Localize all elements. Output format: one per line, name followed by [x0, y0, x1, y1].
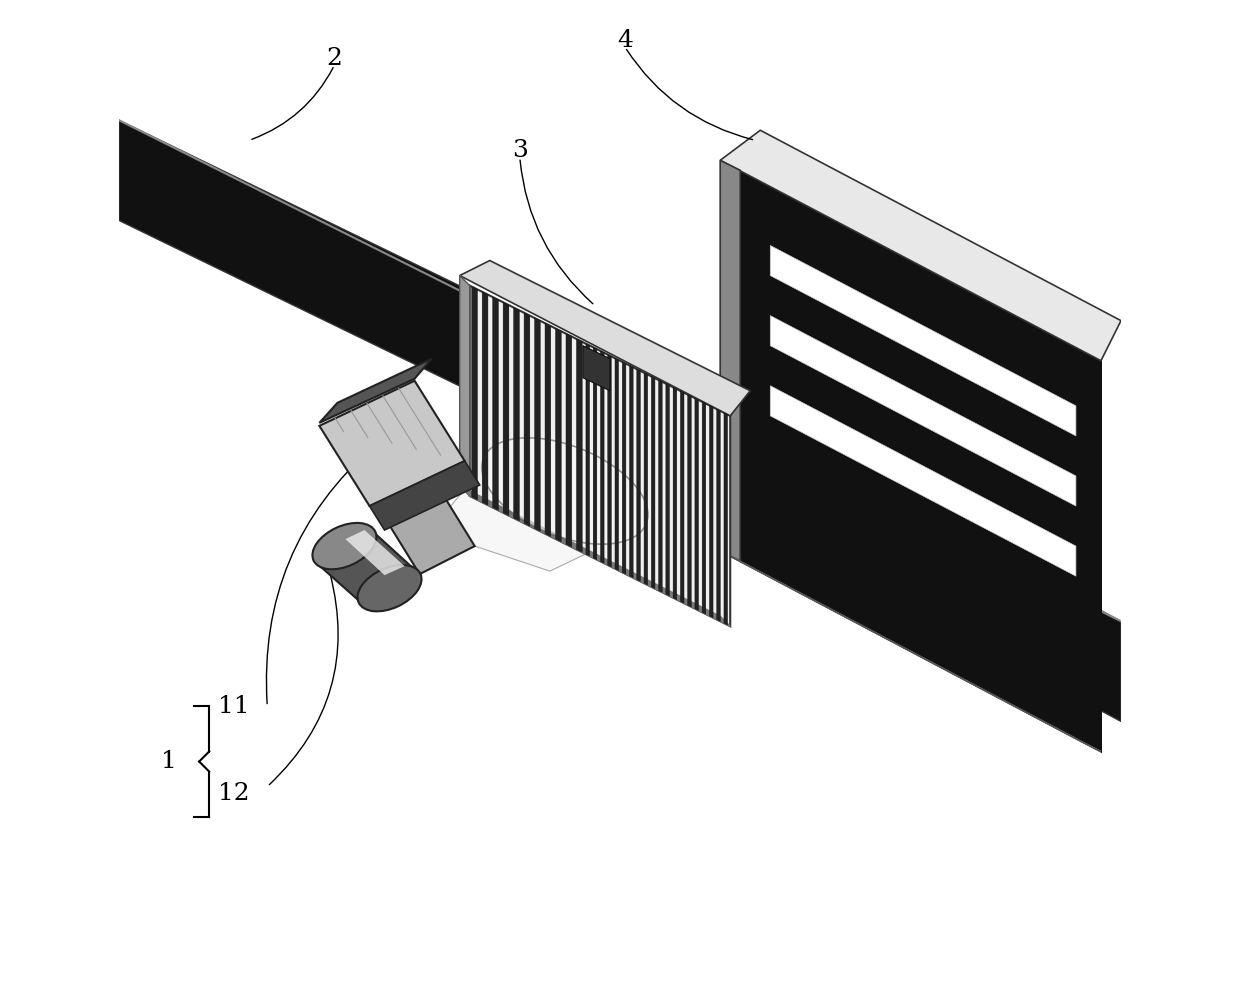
- Polygon shape: [622, 362, 626, 574]
- Polygon shape: [694, 398, 698, 610]
- Polygon shape: [470, 286, 730, 626]
- Polygon shape: [565, 334, 572, 547]
- Text: 4: 4: [618, 29, 632, 51]
- Polygon shape: [460, 261, 750, 416]
- Polygon shape: [658, 380, 662, 592]
- Polygon shape: [600, 351, 604, 563]
- Polygon shape: [688, 395, 691, 607]
- Ellipse shape: [312, 523, 377, 569]
- Polygon shape: [556, 329, 562, 542]
- Ellipse shape: [357, 565, 422, 611]
- Polygon shape: [709, 406, 713, 617]
- Polygon shape: [471, 287, 477, 500]
- Polygon shape: [615, 359, 619, 570]
- Polygon shape: [534, 318, 541, 531]
- Polygon shape: [492, 297, 498, 510]
- Polygon shape: [720, 160, 740, 561]
- Text: 12: 12: [218, 783, 250, 805]
- Text: 1: 1: [161, 750, 177, 773]
- Polygon shape: [482, 292, 489, 505]
- Polygon shape: [119, 120, 1121, 721]
- Polygon shape: [460, 486, 730, 626]
- Polygon shape: [577, 339, 583, 552]
- Polygon shape: [630, 366, 634, 578]
- Polygon shape: [740, 170, 1101, 752]
- Text: 11: 11: [218, 695, 250, 717]
- Polygon shape: [315, 533, 419, 601]
- Polygon shape: [370, 461, 480, 530]
- Text: 3: 3: [512, 139, 528, 161]
- Polygon shape: [346, 530, 404, 575]
- Polygon shape: [770, 245, 1076, 436]
- Polygon shape: [666, 384, 670, 596]
- Polygon shape: [460, 276, 470, 496]
- Polygon shape: [320, 359, 432, 423]
- Polygon shape: [525, 313, 529, 526]
- Polygon shape: [503, 303, 508, 516]
- Polygon shape: [720, 551, 1101, 752]
- Polygon shape: [770, 316, 1076, 506]
- Polygon shape: [637, 369, 640, 581]
- Polygon shape: [673, 388, 677, 599]
- Polygon shape: [320, 381, 465, 506]
- Polygon shape: [546, 324, 551, 536]
- Polygon shape: [593, 348, 596, 559]
- Ellipse shape: [482, 438, 649, 544]
- Polygon shape: [770, 386, 1076, 576]
- Polygon shape: [681, 391, 684, 603]
- Polygon shape: [374, 473, 475, 574]
- Polygon shape: [587, 344, 589, 556]
- Polygon shape: [513, 308, 520, 521]
- Polygon shape: [429, 436, 665, 571]
- Polygon shape: [608, 355, 611, 567]
- Polygon shape: [702, 402, 706, 614]
- Text: 2: 2: [326, 47, 342, 69]
- Polygon shape: [651, 377, 655, 588]
- Polygon shape: [720, 130, 1121, 361]
- Polygon shape: [724, 413, 728, 625]
- Polygon shape: [583, 346, 610, 391]
- Polygon shape: [717, 409, 720, 621]
- Polygon shape: [644, 373, 647, 585]
